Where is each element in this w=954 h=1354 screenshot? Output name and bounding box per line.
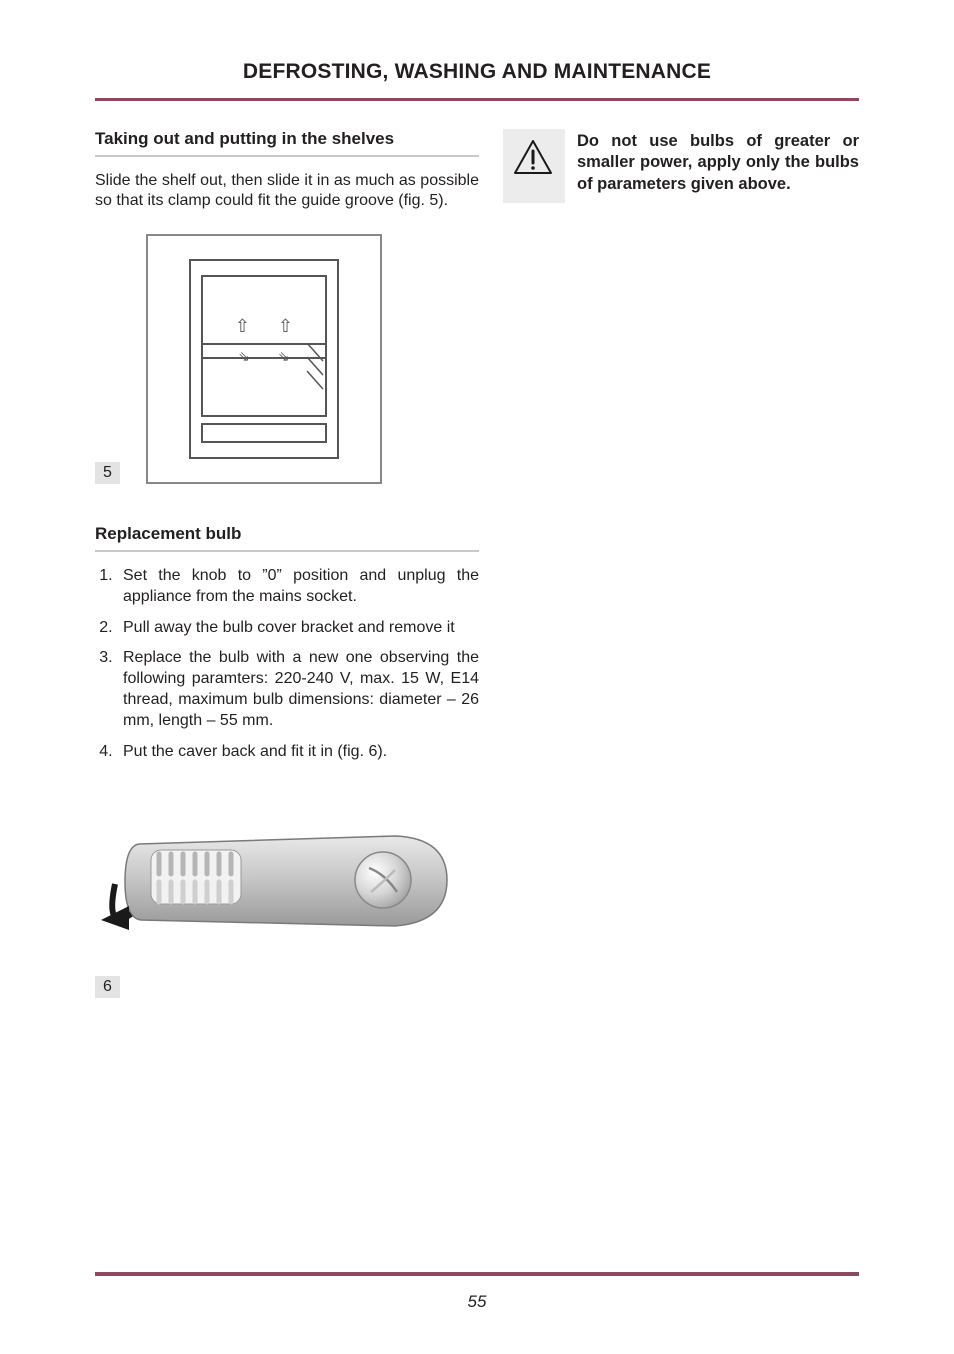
figure-6: 6 (95, 814, 479, 998)
fridge-drawer (201, 423, 327, 443)
list-item: Set the knob to ”0” position and unplug … (117, 566, 479, 608)
arrow-up-icon: ⇧ (235, 316, 250, 337)
arrow-up-icon: ⇧ (278, 316, 293, 337)
bulb-steps-list: Set the knob to ”0” position and unplug … (95, 566, 479, 762)
list-item: Pull away the bulb cover bracket and rem… (117, 618, 479, 639)
fridge-diagram: ⇧ ⇧ ⇘ ⇘ (189, 259, 339, 459)
figure-5-frame: ⇧ ⇧ ⇘ ⇘ (146, 234, 382, 484)
right-column: Do not use bulbs of greater or smaller p… (503, 129, 859, 998)
vent-slats-top (159, 854, 231, 874)
warning-icon-column (503, 129, 565, 203)
warning-text: Do not use bulbs of greater or smaller p… (577, 129, 859, 195)
document-page: DEFROSTING, WASHING AND MAINTENANCE Taki… (0, 0, 954, 1354)
arrow-diag-icon: ⇘ (238, 348, 250, 365)
vent-slats-bottom (159, 882, 231, 902)
left-column: Taking out and putting in the shelves Sl… (95, 129, 479, 998)
list-item: Put the caver back and fit it in (fig. 6… (117, 742, 479, 763)
page-number: 55 (0, 1292, 954, 1312)
list-item: Replace the bulb with a new one observin… (117, 648, 479, 731)
bulb-heading: Replacement bulb (95, 524, 479, 544)
shelf-rail-icon (303, 343, 327, 415)
shelves-heading: Taking out and putting in the shelves (95, 129, 479, 149)
page-title: DEFROSTING, WASHING AND MAINTENANCE (95, 60, 859, 84)
figure-5: 5 ⇧ ⇧ ⇘ ⇘ (95, 234, 479, 484)
title-rule (95, 98, 859, 101)
figure-5-label: 5 (95, 462, 120, 484)
figure-6-label: 6 (95, 976, 120, 998)
shelves-body-text: Slide the shelf out, then slide it in as… (95, 171, 479, 212)
arrow-diag-icon: ⇘ (278, 348, 290, 365)
up-arrows: ⇧ ⇧ (203, 316, 325, 337)
warning-icon (513, 139, 553, 175)
shelves-heading-rule (95, 155, 479, 157)
two-column-layout: Taking out and putting in the shelves Sl… (95, 129, 859, 998)
bulb-cover-diagram (95, 814, 455, 954)
fridge-compartment: ⇧ ⇧ ⇘ ⇘ (201, 275, 327, 417)
footer-rule (95, 1272, 859, 1276)
bulb-heading-rule (95, 550, 479, 552)
